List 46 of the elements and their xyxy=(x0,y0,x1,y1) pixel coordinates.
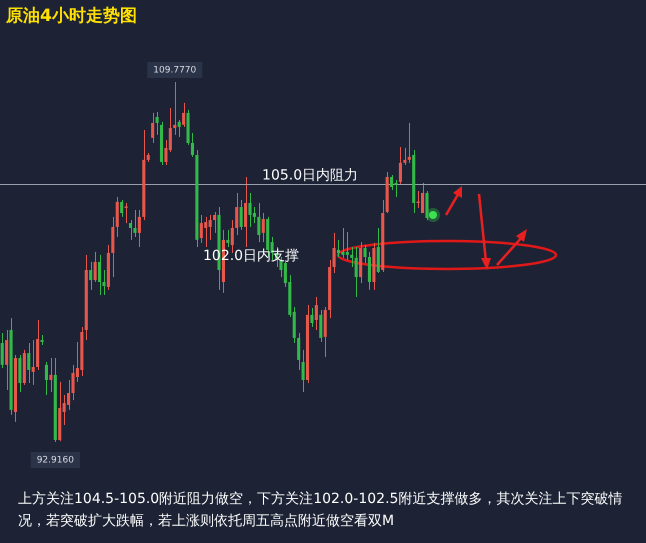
candlestick xyxy=(0,332,4,369)
candlestick xyxy=(32,340,35,386)
candlestick xyxy=(248,192,252,228)
candlestick xyxy=(346,232,349,261)
candlestick xyxy=(156,112,159,136)
candlestick xyxy=(390,174,394,190)
candlestick xyxy=(49,358,52,392)
candlestick xyxy=(336,239,340,258)
candlestick xyxy=(27,342,30,384)
chart-title: 原油4小时走势图 xyxy=(6,5,137,27)
candlestick xyxy=(40,334,44,346)
candlestick xyxy=(252,206,256,224)
candlestick xyxy=(319,309,322,342)
annotation: 109.7770 xyxy=(153,65,197,76)
text: 上方关注104.5-105.0附近阻力做空，下方关注102.0-102.5附近支撑做多，其次关注上下突破情况，若突破扩大跌幅，若上涨则依托周五高点附近做空看双M xyxy=(18,490,624,531)
candlestick xyxy=(178,119,181,138)
candlestick xyxy=(89,261,92,290)
candlestick xyxy=(240,200,243,230)
candlestick xyxy=(262,212,265,243)
candlestick xyxy=(182,102,186,128)
candlestick xyxy=(204,216,208,248)
candlestick xyxy=(94,251,97,282)
annotation: 92.9160 xyxy=(36,455,74,466)
ref-line-label: 105.0日内阻力 xyxy=(262,168,358,184)
candlestick xyxy=(363,244,367,264)
candlestick xyxy=(408,122,411,164)
candlestick xyxy=(310,308,314,328)
candlestick xyxy=(235,192,238,236)
candlestick xyxy=(398,146,402,186)
candlestick xyxy=(257,202,260,243)
candlestick xyxy=(354,246,358,298)
candlestick xyxy=(151,112,154,144)
candlestick xyxy=(98,254,102,296)
candlestick xyxy=(124,202,128,224)
candlestick xyxy=(213,211,216,234)
candlestick xyxy=(173,82,176,136)
candlestick xyxy=(138,210,141,248)
candlestick xyxy=(190,132,194,158)
candlestick xyxy=(44,362,48,396)
candlestick xyxy=(394,179,398,198)
candlestick xyxy=(133,210,136,238)
candlestick xyxy=(120,200,124,218)
candlestick xyxy=(226,229,230,248)
candlestick xyxy=(314,296,318,331)
candlestick xyxy=(244,176,248,248)
candlestick xyxy=(128,220,132,240)
